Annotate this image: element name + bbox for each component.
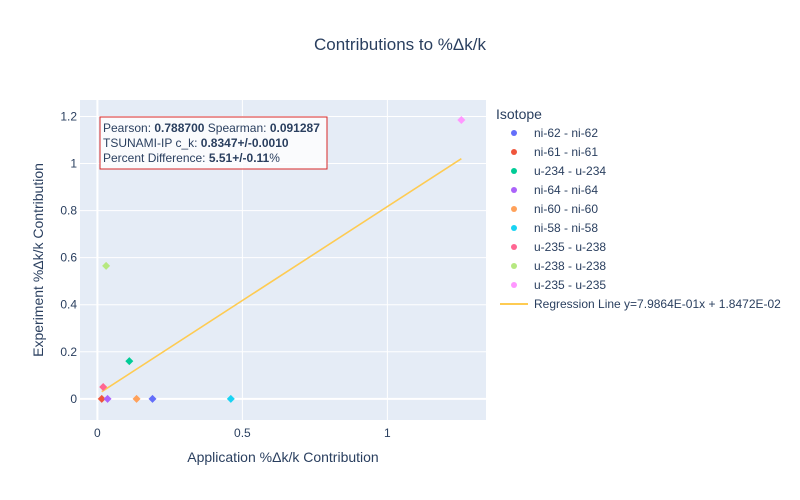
- annotation-part: 0.788700: [154, 121, 204, 135]
- y-tick-label: 0.8: [60, 204, 77, 218]
- legend-marker: [511, 263, 517, 269]
- data-point[interactable]: [102, 261, 111, 270]
- legend-marker: [511, 225, 517, 231]
- legend-item[interactable]: ni-58 - ni-58: [534, 221, 598, 235]
- annotation-part: %: [269, 151, 280, 165]
- y-tick-label: 0: [70, 392, 77, 406]
- annotation-part: TSUNAMI-IP c_k:: [103, 136, 201, 150]
- annotation-part: Percent Difference:: [103, 151, 209, 165]
- data-point[interactable]: [148, 394, 157, 403]
- y-tick-label: 0.2: [60, 345, 77, 359]
- annotation-part: 0.091287: [270, 121, 320, 135]
- legend-item[interactable]: ni-64 - ni-64: [534, 183, 598, 197]
- legend-item[interactable]: ni-62 - ni-62: [534, 126, 598, 140]
- y-tick-label: 1.2: [60, 109, 77, 123]
- legend[interactable]: ni-62 - ni-62 ni-61 - ni-61 u-234 - u-234 n…: [500, 126, 781, 311]
- legend-marker: [511, 187, 517, 193]
- data-point[interactable]: [97, 394, 106, 403]
- axis-ticks: 0 0.5 1 0 0.2 0.4 0.6 0.8 1 1.2: [60, 109, 391, 440]
- stats-annotation: Pearson: 0.788700 Spearman: 0.091287TSUN…: [99, 116, 328, 170]
- legend-marker: [511, 206, 517, 212]
- y-tick-label: 0.4: [60, 298, 77, 312]
- legend-item[interactable]: u-234 - u-234: [534, 164, 606, 178]
- data-point[interactable]: [226, 394, 235, 403]
- y-tick-label: 1: [70, 157, 77, 171]
- legend-marker: [511, 149, 517, 155]
- legend-item[interactable]: u-235 - u-235: [534, 278, 606, 292]
- annotation-part: 0.8347+/-0.0010: [201, 136, 289, 150]
- points-layer: [97, 116, 466, 403]
- annotation-line: TSUNAMI-IP c_k: 0.8347+/-0.0010: [103, 136, 289, 150]
- data-point[interactable]: [132, 394, 141, 403]
- legend-item[interactable]: ni-60 - ni-60: [534, 202, 598, 216]
- annotation-box: [99, 116, 328, 170]
- legend-marker: [511, 130, 517, 136]
- annotation-line: Percent Difference: 5.51+/-0.11%: [103, 151, 280, 165]
- x-tick-label: 1: [384, 426, 391, 440]
- x-tick-label: 0.5: [234, 426, 251, 440]
- chart-title: Contributions to %Δk/k: [314, 35, 486, 54]
- data-point[interactable]: [103, 394, 112, 403]
- x-tick-label: 0: [94, 426, 101, 440]
- legend-item[interactable]: ni-61 - ni-61: [534, 145, 598, 159]
- data-point[interactable]: [457, 116, 466, 124]
- annotation-part: Spearman:: [204, 121, 269, 135]
- legend-item[interactable]: u-235 - u-238: [534, 240, 606, 254]
- x-axis-title: Application %Δk/k Contribution: [187, 449, 378, 465]
- annotation-line: Pearson: 0.788700 Spearman: 0.091287: [103, 121, 320, 135]
- regression-layer: [101, 157, 462, 393]
- regression-line: [101, 157, 462, 393]
- annotation-part: Pearson:: [103, 121, 154, 135]
- data-point[interactable]: [99, 383, 108, 392]
- y-axis-title: Experiment %Δk/k Contribution: [30, 163, 46, 357]
- legend-marker: [511, 168, 517, 174]
- legend-item[interactable]: u-238 - u-238: [534, 259, 606, 273]
- data-point[interactable]: [125, 357, 134, 366]
- legend-item-regression[interactable]: Regression Line y=7.9864E-01x + 1.8472E-…: [534, 297, 781, 311]
- legend-marker: [511, 244, 517, 250]
- legend-marker: [511, 282, 517, 288]
- y-tick-label: 0.6: [60, 251, 77, 265]
- legend-title: Isotope: [496, 106, 542, 122]
- annotation-part: 5.51+/-0.11: [209, 151, 270, 165]
